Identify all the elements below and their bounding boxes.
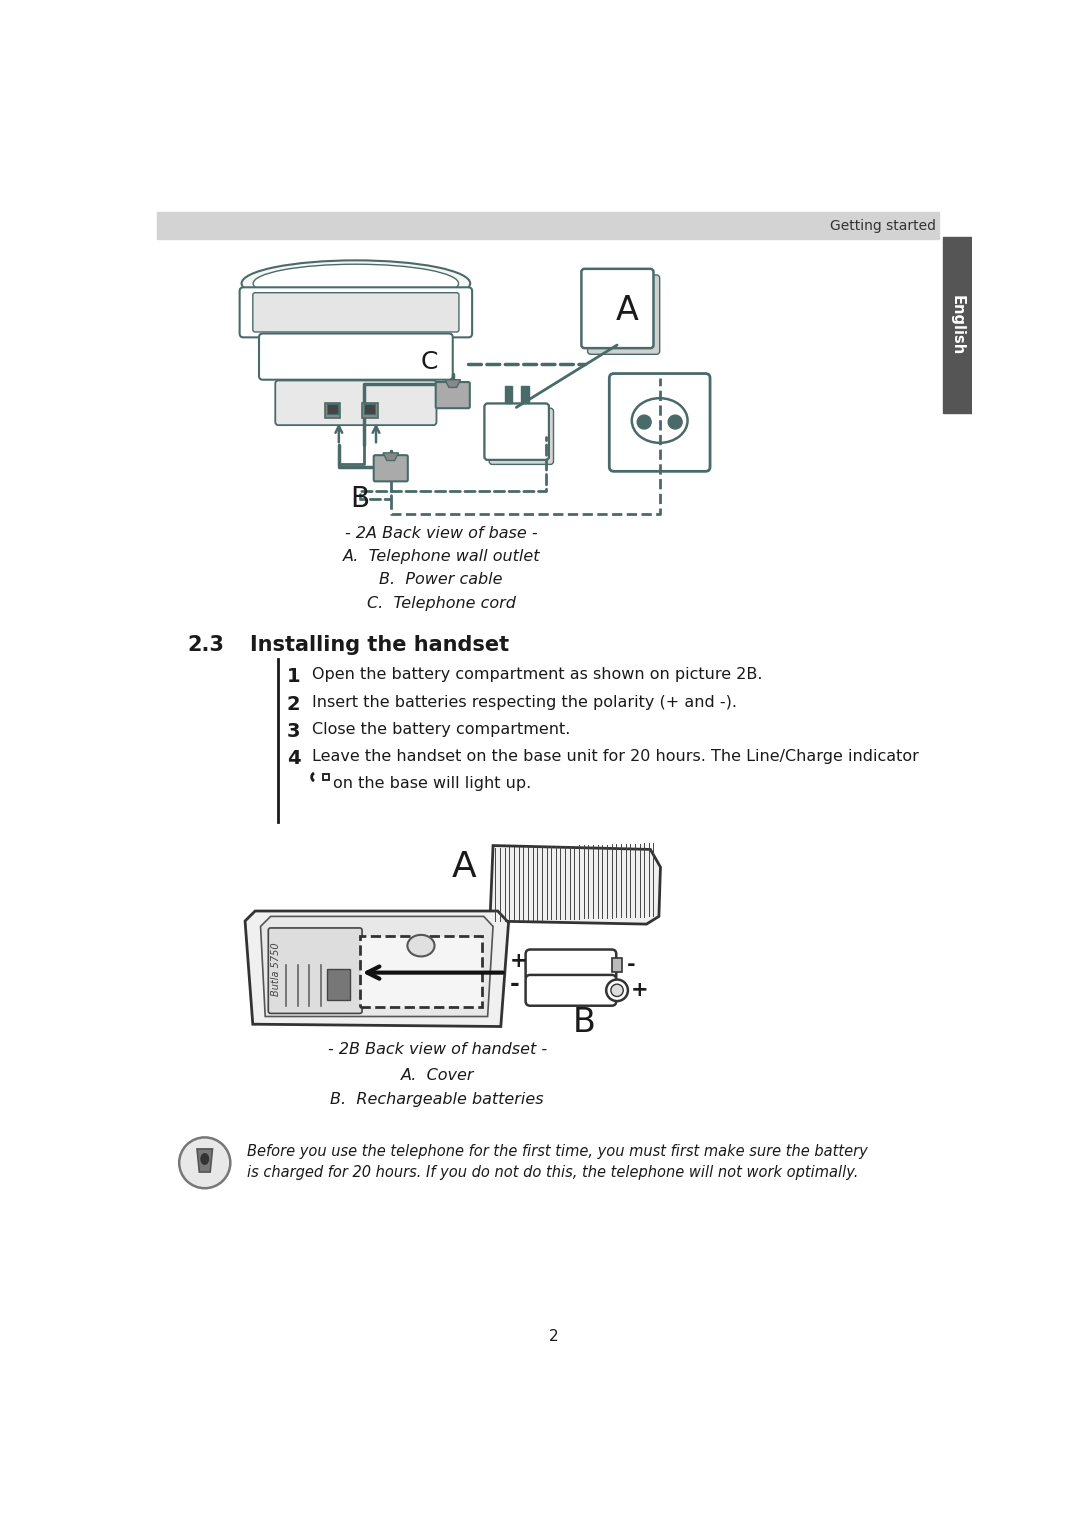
Polygon shape <box>383 452 399 460</box>
FancyBboxPatch shape <box>526 975 617 1005</box>
Bar <box>327 403 338 414</box>
FancyBboxPatch shape <box>435 382 470 408</box>
Bar <box>521 387 529 403</box>
Ellipse shape <box>407 935 434 957</box>
Text: C.  Telephone cord: C. Telephone cord <box>367 596 515 611</box>
Text: 2: 2 <box>287 695 300 715</box>
Polygon shape <box>197 1149 213 1172</box>
Ellipse shape <box>253 264 459 303</box>
Text: -: - <box>627 955 636 975</box>
Text: 2: 2 <box>549 1329 558 1345</box>
Text: English: English <box>949 295 964 354</box>
Text: B.  Power cable: B. Power cable <box>379 573 503 587</box>
Text: A.  Telephone wall outlet: A. Telephone wall outlet <box>342 549 540 564</box>
Text: Leave the handset on the base unit for 20 hours. The Line/Charge indicator: Leave the handset on the base unit for 2… <box>312 749 919 764</box>
Bar <box>611 958 622 972</box>
FancyBboxPatch shape <box>268 927 362 1013</box>
FancyBboxPatch shape <box>581 269 653 348</box>
Text: B: B <box>350 484 369 513</box>
Bar <box>504 387 512 403</box>
Circle shape <box>606 979 627 1001</box>
FancyBboxPatch shape <box>485 403 549 460</box>
Bar <box>327 969 350 999</box>
Bar <box>362 403 378 419</box>
Bar <box>364 403 375 414</box>
FancyBboxPatch shape <box>253 293 459 332</box>
Text: B.  Rechargeable batteries: B. Rechargeable batteries <box>330 1093 544 1108</box>
Text: is charged for 20 hours. If you do not do this, the telephone will not work opti: is charged for 20 hours. If you do not d… <box>247 1166 859 1180</box>
FancyBboxPatch shape <box>259 333 453 380</box>
Polygon shape <box>245 911 509 1027</box>
FancyBboxPatch shape <box>609 373 710 471</box>
Text: A: A <box>616 293 638 327</box>
FancyBboxPatch shape <box>526 949 617 981</box>
FancyBboxPatch shape <box>240 287 472 338</box>
Text: Close the battery compartment.: Close the battery compartment. <box>312 723 570 738</box>
Circle shape <box>611 984 623 996</box>
Text: C: C <box>421 350 438 374</box>
Text: +: + <box>631 981 649 1001</box>
Text: 3: 3 <box>287 723 300 741</box>
FancyBboxPatch shape <box>489 408 554 465</box>
Text: Open the battery compartment as shown on picture 2B.: Open the battery compartment as shown on… <box>312 666 762 681</box>
Polygon shape <box>490 845 661 924</box>
Ellipse shape <box>242 260 470 307</box>
Bar <box>360 937 482 1007</box>
Text: B: B <box>573 1005 596 1039</box>
Text: 4: 4 <box>287 749 300 769</box>
Text: Insert the batteries respecting the polarity (+ and -).: Insert the batteries respecting the pola… <box>312 695 737 711</box>
Text: A: A <box>453 850 476 885</box>
Bar <box>325 403 340 419</box>
Polygon shape <box>260 917 494 1016</box>
Text: +: + <box>510 950 527 972</box>
Bar <box>157 212 940 238</box>
FancyBboxPatch shape <box>485 403 549 460</box>
Text: 1: 1 <box>287 666 300 686</box>
Text: 2.3: 2.3 <box>188 636 225 656</box>
Bar <box>943 237 972 413</box>
FancyBboxPatch shape <box>374 455 408 481</box>
Text: A.  Cover: A. Cover <box>401 1068 474 1082</box>
Text: -: - <box>510 972 519 996</box>
Text: Installing the handset: Installing the handset <box>249 636 509 656</box>
Ellipse shape <box>632 399 688 443</box>
Text: Butla 5750: Butla 5750 <box>271 941 281 996</box>
Polygon shape <box>445 380 460 388</box>
Text: Before you use the telephone for the first time, you must first make sure the ba: Before you use the telephone for the fir… <box>247 1144 868 1158</box>
FancyBboxPatch shape <box>588 275 660 354</box>
Circle shape <box>669 416 683 429</box>
Text: - 2B Back view of handset -: - 2B Back view of handset - <box>327 1042 546 1057</box>
Text: Getting started: Getting started <box>829 220 935 234</box>
FancyBboxPatch shape <box>275 380 436 425</box>
Text: - 2A Back view of base -: - 2A Back view of base - <box>345 526 538 541</box>
Circle shape <box>637 416 651 429</box>
Circle shape <box>179 1137 230 1189</box>
Ellipse shape <box>201 1154 208 1164</box>
Text: on the base will light up.: on the base will light up. <box>333 776 531 792</box>
Bar <box>323 775 328 781</box>
